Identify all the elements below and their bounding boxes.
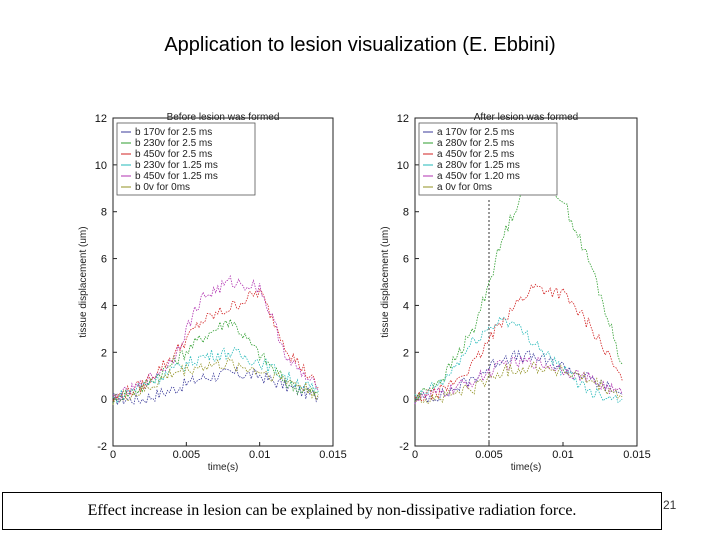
plot-title-1: After lesion was formed [474, 112, 579, 123]
series-line-1-2 [414, 283, 623, 402]
series-line-1-5 [415, 361, 623, 405]
legend-label-1-0: a 170v for 2.5 ms [437, 127, 514, 138]
x-tick-label-0-1: 0.005 [173, 449, 201, 461]
y-tick-label-1-0: -2 [399, 441, 409, 453]
y-tick-label-0-7: 12 [95, 113, 107, 125]
series-line-1-4 [414, 355, 623, 405]
y-tick-label-0-4: 6 [101, 254, 107, 266]
y-tick-label-1-1: 0 [403, 394, 409, 406]
x-tick-label-1-1: 0.005 [475, 449, 503, 461]
legend-label-1-1: a 280v for 2.5 ms [437, 138, 514, 149]
legend-box-1 [418, 122, 558, 196]
y-tick-label-0-5: 8 [101, 207, 107, 219]
x-tick-label-0-0: 0 [110, 449, 116, 461]
legend-label-0-1: b 230v for 2.5 ms [135, 138, 212, 149]
legend-label-1-2: a 450v for 2.5 ms [437, 149, 514, 160]
y-tick-label-0-2: 2 [101, 347, 107, 359]
y-tick-label-1-5: 8 [403, 207, 409, 219]
y-tick-label-1-6: 10 [397, 160, 409, 172]
y-tick-label-0-3: 4 [101, 300, 107, 312]
legend-label-0-0: b 170v for 2.5 ms [135, 127, 212, 138]
series-line-0-0 [112, 366, 319, 406]
x-tick-label-1-0: 0 [412, 449, 418, 461]
series-line-0-4 [112, 274, 319, 403]
legend-label-0-4: b 450v for 1.25 ms [135, 171, 218, 182]
y-tick-label-0-0: -2 [97, 441, 107, 453]
legend-label-0-5: b 0v for 0ms [135, 182, 190, 193]
x-tick-label-1-2: 0.01 [552, 449, 573, 461]
caption-box: Effect increase in lesion can be explain… [2, 492, 662, 530]
legend-label-1-5: a 0v for 0ms [437, 182, 492, 193]
slide-title: Application to lesion visualization (E. … [164, 34, 556, 56]
series-line-1-1 [414, 162, 623, 401]
page-number: 21 [663, 498, 677, 512]
y-tick-label-0-6: 10 [95, 160, 107, 172]
y-axis-label-0: tissue displacement (um) [78, 226, 89, 337]
y-tick-label-0-1: 0 [101, 394, 107, 406]
legend-label-1-4: a 450v for 1.20 ms [437, 171, 520, 182]
x-tick-label-0-3: 0.015 [319, 449, 347, 461]
series-line-1-3 [414, 316, 623, 404]
x-axis-label-0: time(s) [208, 462, 239, 473]
caption: Effect increase in lesion can be explain… [87, 502, 577, 519]
legend-label-0-2: b 450v for 2.5 ms [135, 149, 212, 160]
legend-label-0-3: b 230v for 1.25 ms [135, 160, 218, 171]
series-line-0-2 [112, 288, 319, 402]
x-tick-label-1-3: 0.015 [623, 449, 651, 461]
y-tick-label-1-2: 2 [403, 347, 409, 359]
x-axis-label-1: time(s) [511, 462, 542, 473]
series-line-0-3 [112, 346, 319, 405]
plot-title-0: Before lesion was formed [167, 112, 280, 123]
y-tick-label-1-4: 6 [403, 254, 409, 266]
legend-box-0 [116, 122, 256, 196]
y-axis-label-1: tissue displacement (um) [380, 226, 391, 337]
legend-label-1-3: a 280v for 1.25 ms [437, 160, 520, 171]
x-tick-label-0-2: 0.01 [249, 449, 270, 461]
y-tick-label-1-7: 12 [397, 113, 409, 125]
y-tick-label-1-3: 4 [403, 300, 409, 312]
